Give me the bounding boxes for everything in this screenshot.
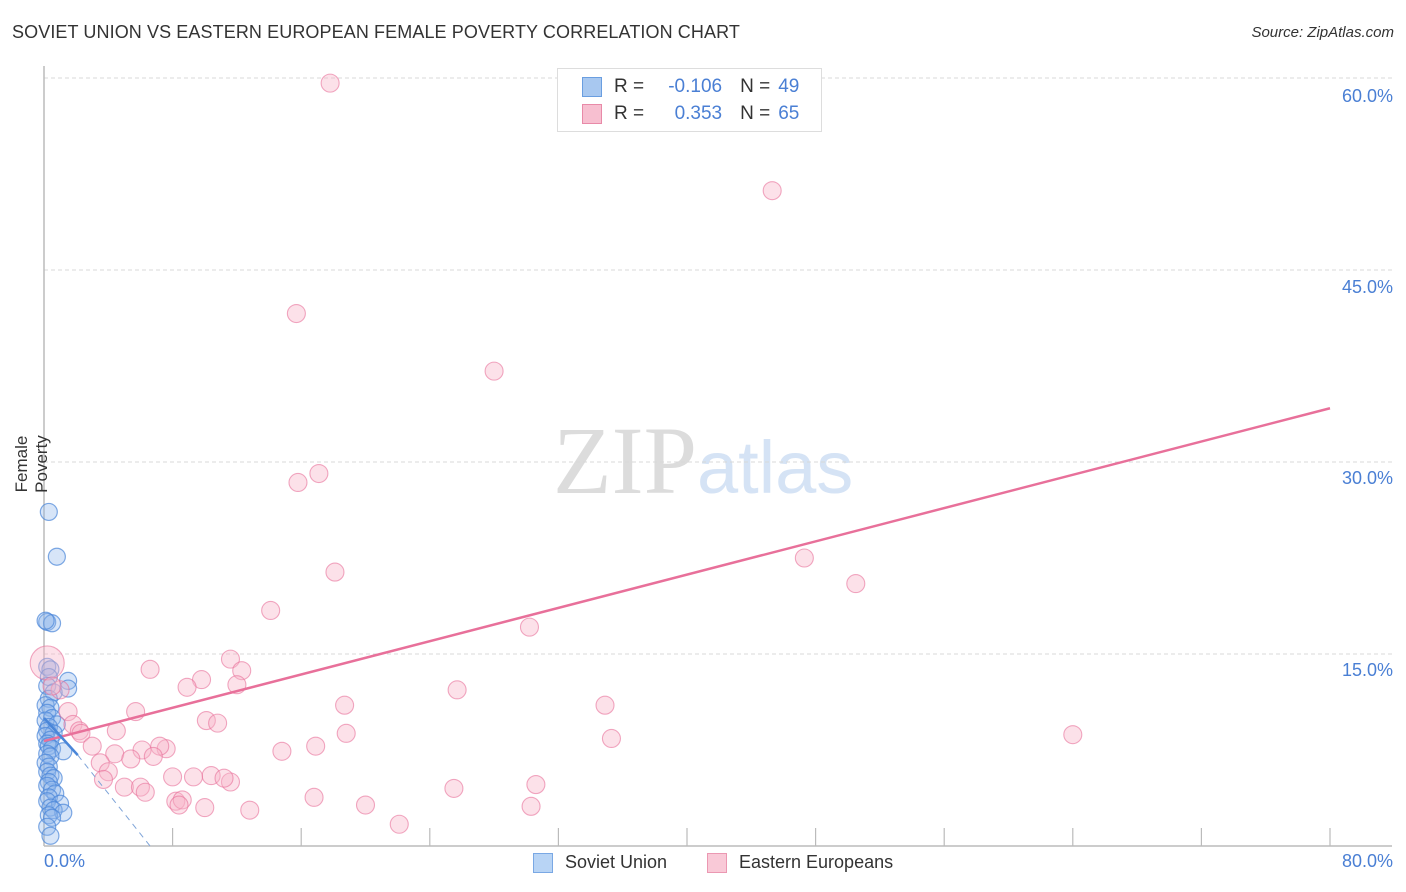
data-point-eastern-europeans (794, 548, 814, 568)
source-label: Source: ZipAtlas.com (1251, 24, 1394, 41)
data-point-eastern-europeans (335, 695, 355, 715)
legend-swatch-blue (582, 77, 602, 97)
data-point-eastern-europeans (143, 746, 163, 766)
data-point-soviet-union (42, 808, 62, 827)
data-point-eastern-europeans (484, 361, 504, 381)
trend-lines (43, 407, 1331, 847)
data-point-eastern-europeans (272, 741, 292, 761)
data-point-soviet-union (39, 806, 58, 825)
n-value: 65 (778, 103, 800, 124)
x-tick-min: 0.0% (44, 851, 86, 871)
y-tick-15: 15.0% (1341, 660, 1393, 680)
data-point-eastern-europeans (114, 777, 134, 797)
data-point-eastern-europeans (177, 677, 197, 697)
data-point-eastern-europeans (121, 749, 141, 769)
trend-line-soviet-union (43, 717, 79, 756)
data-point-eastern-europeans (389, 814, 409, 834)
data-point-eastern-europeans (306, 736, 326, 756)
data-point-eastern-europeans (29, 645, 65, 681)
data-point-eastern-europeans (82, 736, 102, 756)
y-axis-title: Female Poverty (12, 435, 51, 493)
data-point-eastern-europeans (195, 798, 215, 818)
data-point-soviet-union (41, 826, 60, 845)
r-label: R = (614, 76, 645, 97)
data-point-eastern-europeans (762, 181, 782, 201)
axes (43, 66, 1392, 847)
data-point-soviet-union (59, 679, 78, 698)
data-point-eastern-europeans (846, 574, 866, 594)
data-point-eastern-europeans (42, 676, 62, 696)
r-value: 0.353 (674, 103, 723, 124)
y-tick-30: 30.0% (1341, 468, 1393, 488)
r-value: -0.106 (668, 76, 723, 97)
legend-item-eastern-europeans[interactable]: Eastern Europeans (707, 852, 893, 873)
trend-extension-soviet-union (77, 754, 151, 847)
data-point-eastern-europeans (526, 775, 546, 795)
data-point-soviet-union (41, 766, 60, 785)
legend-label-eastern-europeans: Eastern Europeans (739, 852, 894, 872)
data-point-eastern-europeans (261, 600, 281, 621)
data-point-eastern-europeans (309, 463, 329, 484)
data-point-eastern-europeans (214, 768, 234, 788)
data-point-eastern-europeans (150, 736, 170, 756)
trend-line-eastern-europeans (43, 407, 1331, 743)
data-point-eastern-europeans (447, 680, 467, 700)
legend-item-soviet-union[interactable]: Soviet Union (533, 852, 667, 873)
data-point-eastern-europeans (169, 795, 189, 815)
data-point-eastern-europeans (135, 782, 155, 802)
n-label: N = (740, 76, 771, 97)
data-point-eastern-europeans (601, 728, 621, 749)
legend-swatch-pink (582, 104, 602, 124)
data-point-eastern-europeans (140, 659, 160, 679)
data-point-soviet-union (39, 502, 58, 522)
data-point-eastern-europeans (232, 661, 252, 681)
series-eastern-europeans-points (29, 73, 1083, 834)
data-point-eastern-europeans (220, 649, 241, 669)
swatch-soviet-union (533, 852, 553, 873)
data-point-eastern-europeans (444, 778, 464, 798)
legend-row-soviet-union: R = -0.106 N = 49 (582, 75, 799, 99)
data-point-eastern-europeans (93, 769, 114, 789)
r-label: R = (614, 103, 645, 124)
y-tick-60: 60.0% (1341, 86, 1393, 106)
data-point-eastern-europeans (163, 767, 183, 787)
data-point-soviet-union (36, 611, 55, 630)
data-point-eastern-europeans (521, 796, 541, 816)
n-label: N = (740, 103, 771, 124)
data-point-eastern-europeans (208, 713, 228, 733)
data-point-eastern-europeans (336, 723, 356, 743)
data-point-eastern-europeans (320, 73, 340, 93)
data-point-eastern-europeans (58, 702, 78, 722)
data-point-eastern-europeans (519, 617, 540, 637)
data-point-eastern-europeans (355, 795, 376, 815)
n-value: 49 (778, 76, 800, 97)
legend-label-soviet-union: Soviet Union (565, 852, 668, 872)
data-point-eastern-europeans (304, 787, 324, 807)
data-point-soviet-union (47, 547, 66, 566)
legend-row-eastern-europeans: R = 0.353 N = 65 (582, 102, 799, 126)
data-point-soviet-union (54, 803, 73, 822)
y-tick-45: 45.0% (1341, 277, 1393, 297)
chart-title: SOVIET UNION VS EASTERN EUROPEAN FEMALE … (12, 22, 740, 42)
data-point-eastern-europeans (288, 472, 308, 493)
data-point-eastern-europeans (325, 562, 345, 582)
correlation-legend: R = -0.106 N = 49 R = 0.353 N = 65 (557, 68, 822, 132)
data-point-eastern-europeans (595, 695, 615, 715)
data-point-eastern-europeans (1063, 725, 1083, 745)
data-point-eastern-europeans (240, 800, 260, 820)
data-point-eastern-europeans (172, 790, 192, 810)
swatch-eastern-europeans (707, 852, 727, 873)
data-point-eastern-europeans (166, 791, 186, 811)
data-point-eastern-europeans (286, 303, 306, 324)
data-point-eastern-europeans (183, 767, 204, 787)
data-point-eastern-europeans (196, 711, 216, 731)
x-tick-max: 80.0% (1341, 851, 1393, 871)
